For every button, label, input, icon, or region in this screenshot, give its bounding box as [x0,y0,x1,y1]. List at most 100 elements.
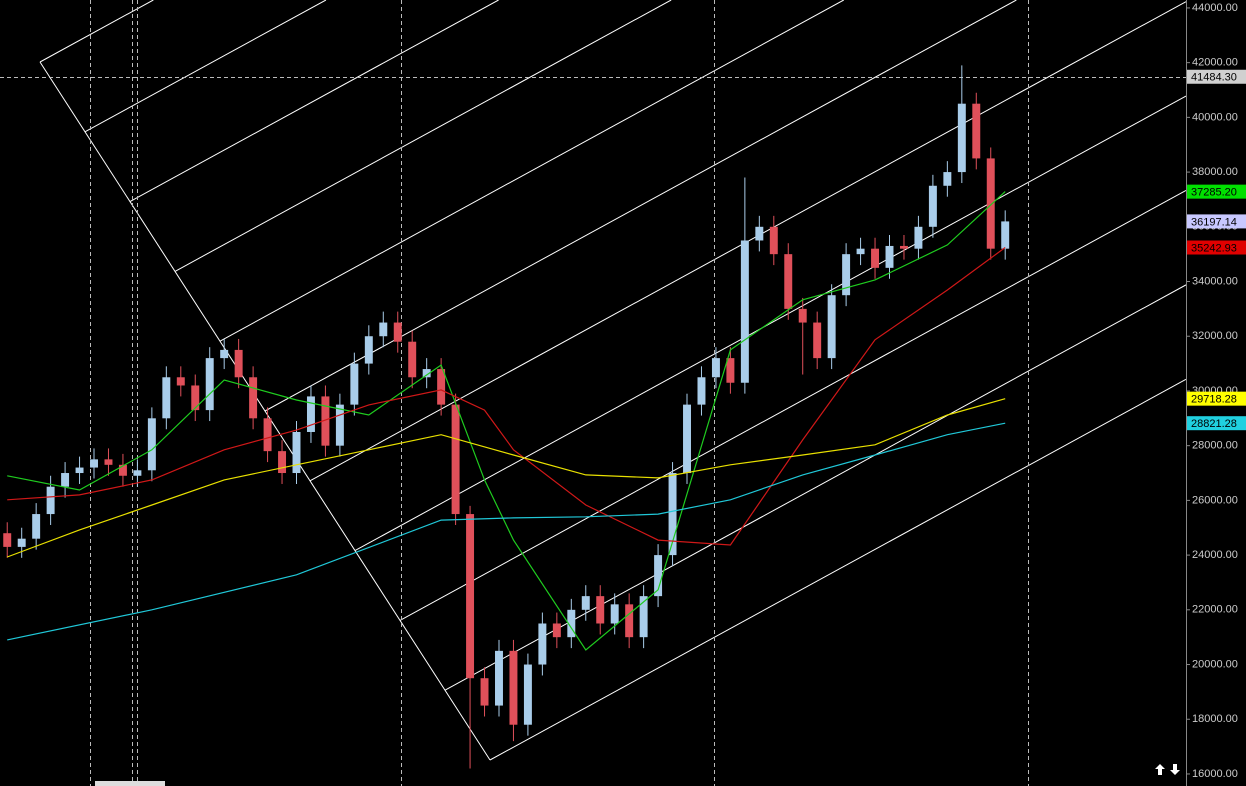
candle-body [914,226,923,249]
candle-body [133,470,142,476]
candle-body [972,103,981,159]
candle-body [625,604,634,638]
candle-body [234,349,243,378]
candle-body [249,377,258,419]
price-axis: 16000.00 18000.00 20000.00 22000.00 24000.00… [1186,2,1246,780]
price-marker [1187,240,1246,255]
candle-body [711,358,720,378]
candle-body [596,596,605,624]
y-tick-label: 28000.00 [1192,440,1238,452]
price-marker-label: 35242.93 [1191,242,1237,254]
moving-average [7,422,1006,641]
candle-body [147,418,156,471]
candle-body [552,623,561,638]
candle-body [17,538,26,547]
price-marker [1187,184,1246,199]
y-tick-label: 22000.00 [1192,604,1238,616]
pitchfork-line [174,0,672,272]
candle-body [364,336,373,364]
candle-body [495,650,503,706]
y-tick-label: 20000.00 [1192,658,1238,670]
candle-body [321,396,330,446]
moving-average [7,247,1006,546]
pitchfork-line [84,0,327,133]
pitchfork-line [129,0,499,203]
price-marker-label: 29718.28 [1191,394,1237,406]
candle-body [422,369,431,378]
candle-body [437,369,446,405]
pitchfork-line [399,190,1186,621]
candle-body [581,596,590,610]
candle-body [856,248,865,255]
candle-body [726,358,735,383]
price-marker [1187,69,1246,84]
candle-body [104,459,113,465]
candle-body [220,349,229,359]
y-tick-label: 44000.00 [1192,2,1238,14]
candle-body [451,404,460,515]
candle-body [205,358,214,411]
candle-body [697,377,706,405]
candle-body [480,678,489,706]
candle-body [162,377,171,419]
candle-body [740,240,749,383]
scrollbar[interactable] [95,781,165,786]
candle-body [306,396,315,432]
candle-body [466,514,475,679]
candle-body [32,514,41,539]
candle-body [943,172,952,186]
candle-body [1001,221,1010,249]
candle-body [957,103,966,173]
y-tick-label: 18000.00 [1192,713,1238,725]
candle-body [3,533,12,547]
scroll-arrows[interactable] [1155,764,1180,775]
candle-body [610,604,619,624]
candle-body [393,322,402,342]
price-marker-label: 28821.28 [1191,418,1237,430]
candle-body [263,418,272,452]
price-marker [1187,416,1246,431]
candle-body [191,385,200,411]
arrow-up[interactable] [1155,764,1165,775]
moving-average [7,191,1006,651]
candle-body [784,254,793,309]
y-tick-label: 40000.00 [1192,111,1238,123]
candle-body [928,185,937,227]
candle-body [176,377,185,386]
candle-body [986,158,995,249]
y-tick-label: 16000.00 [1192,768,1238,780]
candle-body [885,245,894,268]
candle-body [567,609,576,638]
candle-body [523,664,532,725]
candle-body [798,308,807,323]
pitchfork-line [39,0,154,63]
price-marker [1187,391,1246,406]
candle-body [46,486,55,515]
candle-body [408,341,417,378]
price-marker-label: 36197.14 [1191,216,1237,228]
candle-body [118,464,127,476]
moving-average [6,398,1006,558]
candle-body [61,473,70,487]
y-tick-label: 34000.00 [1192,275,1238,287]
pitchfork-line [264,0,1017,412]
candle-body [871,248,880,268]
candle-body [379,322,388,337]
candle-body [654,555,663,597]
candle-body [90,459,98,468]
arrow-down[interactable] [1170,764,1180,775]
candle-body [292,431,301,474]
candle-body [813,322,822,359]
candle-body [668,473,677,556]
candle-body [538,623,547,665]
pitchfork-line [489,378,1186,761]
candle-body [842,254,851,296]
y-tick-label: 38000.00 [1192,166,1238,178]
y-tick-label: 32000.00 [1192,330,1238,342]
price-marker-label: 41484.30 [1191,72,1237,84]
candle-body [350,363,359,405]
candle-body [769,226,778,255]
y-tick-label: 24000.00 [1192,549,1238,561]
candle-body [509,650,518,725]
